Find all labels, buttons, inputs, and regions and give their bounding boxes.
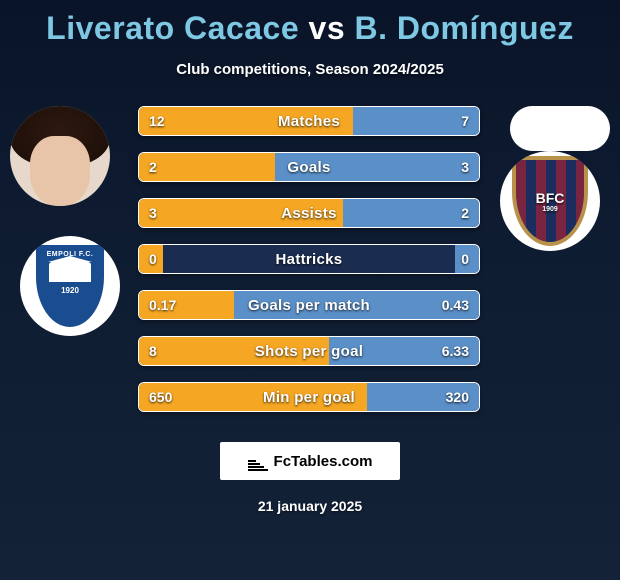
- stat-row: 0.170.43Goals per match: [138, 290, 480, 320]
- stats-bars: 127Matches 23Goals 32Assists 00Hattricks 0.1…: [138, 106, 480, 428]
- comparison-title: Liverato Cacace vs B. Domínguez: [0, 0, 620, 47]
- club1-crest: EMPOLI F.C. 1920: [20, 236, 120, 336]
- stat-row: 00Hattricks: [138, 244, 480, 274]
- club2-year: 1909: [542, 206, 558, 213]
- footer-logo: FcTables.com: [220, 442, 400, 480]
- stat-label: Goals per match: [139, 291, 479, 319]
- club1-shield: EMPOLI F.C. 1920: [32, 241, 108, 331]
- footer-date: 21 january 2025: [0, 498, 620, 514]
- stat-label: Min per goal: [139, 383, 479, 411]
- stat-row: 86.33Shots per goal: [138, 336, 480, 366]
- stat-label: Goals: [139, 153, 479, 181]
- player2-name: B. Domínguez: [355, 10, 574, 46]
- stat-label: Shots per goal: [139, 337, 479, 365]
- footer-site: FcTables.com: [274, 453, 373, 470]
- club1-building-icon: [49, 262, 91, 282]
- stat-label: Matches: [139, 107, 479, 135]
- player1-name: Liverato Cacace: [46, 10, 299, 46]
- subtitle: Club competitions, Season 2024/2025: [0, 61, 620, 78]
- club2-shield: BFC 1909: [512, 156, 588, 246]
- stat-label: Assists: [139, 199, 479, 227]
- avatar-face: [30, 136, 90, 206]
- footer-chart-icon: [248, 451, 268, 471]
- vs-text: vs: [309, 10, 346, 46]
- stat-row: 650320Min per goal: [138, 382, 480, 412]
- club1-year: 1920: [61, 286, 79, 295]
- content-area: EMPOLI F.C. 1920 BFC 1909 127Matches 23Go…: [0, 106, 620, 426]
- stat-row: 23Goals: [138, 152, 480, 182]
- player2-avatar: [510, 106, 610, 151]
- club2-crest: BFC 1909: [500, 151, 600, 251]
- stat-row: 32Assists: [138, 198, 480, 228]
- player1-avatar: [10, 106, 110, 206]
- stat-row: 127Matches: [138, 106, 480, 136]
- stat-label: Hattricks: [139, 245, 479, 273]
- club2-initials: BFC: [536, 190, 565, 206]
